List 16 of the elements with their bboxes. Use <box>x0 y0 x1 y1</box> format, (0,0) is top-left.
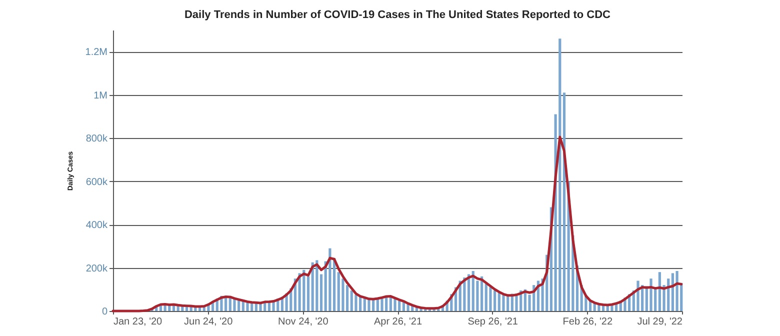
y-tick-label: 1M <box>94 90 108 102</box>
x-tick-label: Sep 26, '21 <box>468 316 518 328</box>
x-tick-label: Nov 24, '20 <box>278 316 329 328</box>
y-tick-label: 600k <box>86 176 108 188</box>
y-tick-label: 800k <box>86 134 108 145</box>
x-tick-label: Jun 24, '20 <box>184 316 234 328</box>
y-tick-label: 1.2M <box>85 47 108 58</box>
x-tick-label: Feb 26, '22 <box>562 316 613 328</box>
y-tick-label: 200k <box>86 263 108 274</box>
y-tick-label: 400k <box>86 220 108 232</box>
chart-title: Daily Trends in Number of COVID-19 Cases in The United States Reported to CDC <box>184 9 611 21</box>
x-tick-label: Jan 23, '20 <box>114 316 163 328</box>
x-tick-label: Jul 29, '22 <box>637 316 683 328</box>
y-tick-label: 0 <box>102 306 108 318</box>
x-tick-label: Apr 26, '21 <box>374 316 422 328</box>
line-series <box>112 136 683 312</box>
